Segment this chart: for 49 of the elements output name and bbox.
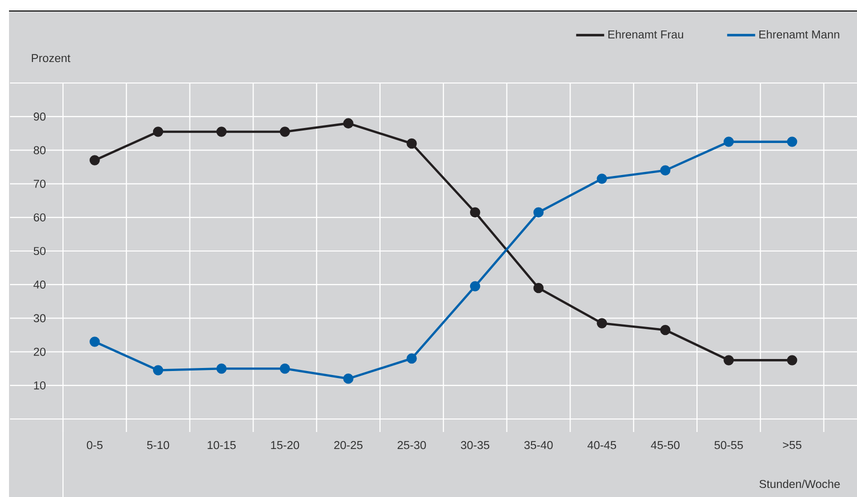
- point: [596, 318, 608, 328]
- x-tick-label: 25-30: [398, 441, 426, 450]
- y-tick-label: 50: [34, 246, 46, 256]
- point: [90, 336, 100, 347]
- x-tick-label: >55: [782, 441, 802, 450]
- y-tick-label: 70: [34, 180, 46, 188]
- legend-label: Ehrenamt Mann: [759, 30, 840, 39]
- point: [90, 155, 100, 166]
- y-tick-label: 20: [34, 348, 46, 356]
- point: [724, 355, 734, 366]
- y-tick-label: 80: [34, 146, 46, 154]
- point: [470, 207, 480, 218]
- x-tick-label: 15-20: [271, 441, 300, 450]
- point: [216, 126, 227, 137]
- y-tick-label: 60: [34, 213, 46, 222]
- x-tick-label: 10-15: [208, 441, 236, 450]
- point: [216, 363, 227, 374]
- y-tick-label: 90: [34, 112, 46, 121]
- y-tick-label: 10: [34, 381, 46, 390]
- x-tick-label: 20-25: [334, 441, 362, 450]
- point: [596, 174, 608, 184]
- point: [724, 136, 734, 147]
- point: [406, 353, 417, 364]
- x-tick-label: 5-10: [147, 441, 170, 450]
- y-tick-label: 40: [34, 280, 46, 289]
- point: [406, 138, 417, 149]
- y-tick-label: 30: [34, 314, 46, 322]
- legend-label: Ehrenamt Frau: [608, 30, 684, 39]
- x-tick-label: 50-55: [714, 441, 743, 450]
- point: [152, 365, 164, 376]
- point: [660, 324, 670, 336]
- point: [533, 207, 544, 218]
- x-tick-label: 0-5: [86, 441, 102, 450]
- point: [786, 136, 798, 147]
- point: [280, 126, 290, 137]
- x-tick-label: 40-45: [588, 441, 616, 450]
- point: [152, 126, 164, 137]
- point: [280, 363, 290, 374]
- point: [470, 281, 480, 292]
- point: [343, 374, 354, 384]
- y-axis-title: Prozent: [32, 54, 70, 62]
- point: [786, 355, 798, 366]
- point: [660, 165, 670, 176]
- x-tick-label: 45-50: [650, 441, 680, 450]
- point: [343, 118, 354, 128]
- point: [533, 282, 544, 294]
- x-axis-title: Stunden/Woche: [759, 480, 840, 488]
- x-tick-label: 30-35: [460, 441, 490, 450]
- x-tick-label: 35-40: [524, 441, 553, 450]
